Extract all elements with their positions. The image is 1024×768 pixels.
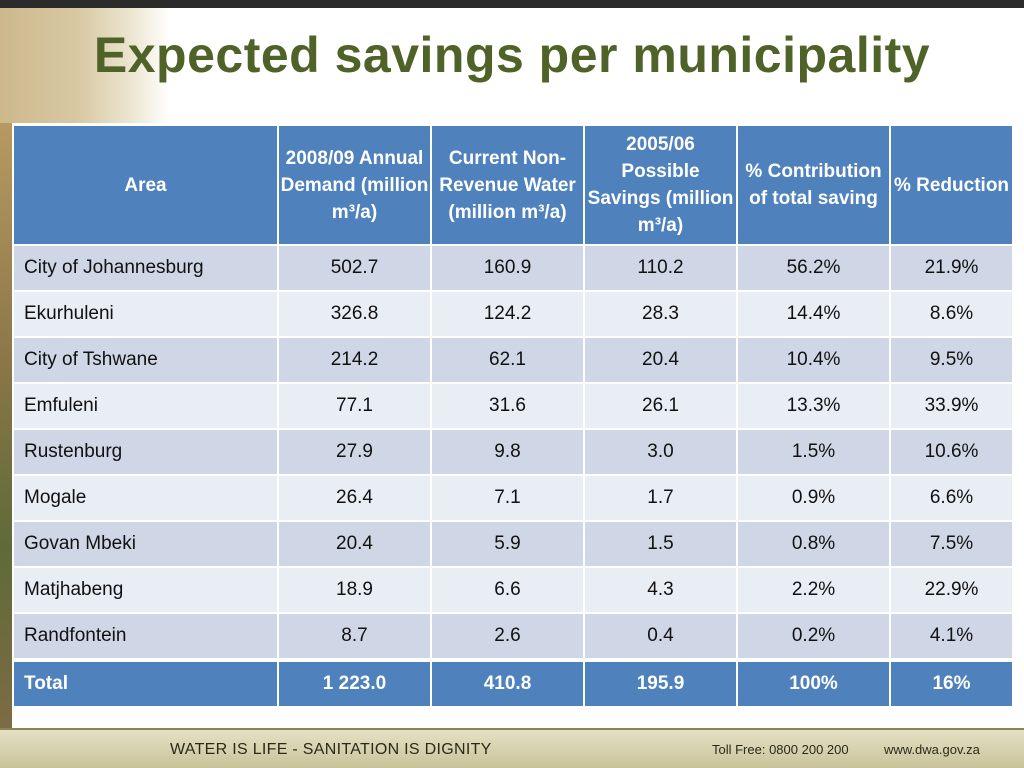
table-row: City of Johannesburg 502.7 160.9 110.2 5… <box>12 244 1014 292</box>
table-row: Matjhabeng 18.9 6.6 4.3 2.2% 22.9% <box>12 566 1014 614</box>
cell-area: City of Tshwane <box>12 336 279 384</box>
footer-toll-free: Toll Free: 0800 200 200 <box>712 742 849 757</box>
savings-table: Area 2008/09 Annual Demand (million m³/a… <box>12 124 1014 708</box>
cell-area: Matjhabeng <box>12 566 279 614</box>
total-reduction: 16% <box>889 658 1014 708</box>
cell-contribution: 1.5% <box>736 428 891 476</box>
cell-reduction: 33.9% <box>889 382 1014 430</box>
footer-website: www.dwa.gov.za <box>884 742 980 757</box>
cell-demand: 20.4 <box>277 520 432 568</box>
cell-nrw: 5.9 <box>430 520 585 568</box>
cell-savings: 110.2 <box>583 244 738 292</box>
cell-contribution: 10.4% <box>736 336 891 384</box>
cell-nrw: 62.1 <box>430 336 585 384</box>
header-non-revenue-water: Current Non-Revenue Water (million m³/a) <box>430 124 585 246</box>
header-photo <box>0 8 170 123</box>
cell-savings: 26.1 <box>583 382 738 430</box>
cell-reduction: 9.5% <box>889 336 1014 384</box>
total-area: Total <box>12 658 279 708</box>
cell-nrw: 160.9 <box>430 244 585 292</box>
cell-reduction: 6.6% <box>889 474 1014 522</box>
cell-demand: 26.4 <box>277 474 432 522</box>
total-contribution: 100% <box>736 658 891 708</box>
cell-reduction: 4.1% <box>889 612 1014 661</box>
total-savings: 195.9 <box>583 658 738 708</box>
header-area: Area <box>12 124 279 246</box>
cell-nrw: 6.6 <box>430 566 585 614</box>
cell-contribution: 13.3% <box>736 382 891 430</box>
table-row: City of Tshwane 214.2 62.1 20.4 10.4% 9.… <box>12 336 1014 384</box>
top-bar <box>0 0 1024 8</box>
table-row: Rustenburg 27.9 9.8 3.0 1.5% 10.6% <box>12 428 1014 476</box>
cell-area: City of Johannesburg <box>12 244 279 292</box>
header-possible-savings: 2005/06 Possible Savings (million m³/a) <box>583 124 738 246</box>
table-row: Randfontein 8.7 2.6 0.4 0.2% 4.1% <box>12 612 1014 661</box>
cell-reduction: 10.6% <box>889 428 1014 476</box>
cell-reduction: 22.9% <box>889 566 1014 614</box>
total-nrw: 410.8 <box>430 658 585 708</box>
cell-reduction: 8.6% <box>889 290 1014 338</box>
cell-area: Emfuleni <box>12 382 279 430</box>
cell-nrw: 9.8 <box>430 428 585 476</box>
cell-reduction: 21.9% <box>889 244 1014 292</box>
table-row: Ekurhuleni 326.8 124.2 28.3 14.4% 8.6% <box>12 290 1014 338</box>
table-row: Mogale 26.4 7.1 1.7 0.9% 6.6% <box>12 474 1014 522</box>
cell-demand: 27.9 <box>277 428 432 476</box>
cell-savings: 28.3 <box>583 290 738 338</box>
cell-demand: 77.1 <box>277 382 432 430</box>
footer-banner <box>0 728 1024 768</box>
cell-savings: 4.3 <box>583 566 738 614</box>
cell-demand: 18.9 <box>277 566 432 614</box>
cell-area: Mogale <box>12 474 279 522</box>
cell-nrw: 31.6 <box>430 382 585 430</box>
cell-contribution: 0.9% <box>736 474 891 522</box>
cell-demand: 8.7 <box>277 612 432 661</box>
cell-area: Rustenburg <box>12 428 279 476</box>
total-demand: 1 223.0 <box>277 658 432 708</box>
footer-divider <box>0 728 1024 730</box>
header-contribution: % Contribution of total saving <box>736 124 891 246</box>
header-reduction: % Reduction <box>889 124 1014 246</box>
cell-reduction: 7.5% <box>889 520 1014 568</box>
cell-contribution: 14.4% <box>736 290 891 338</box>
table-header-row: Area 2008/09 Annual Demand (million m³/a… <box>12 124 1014 246</box>
cell-demand: 502.7 <box>277 244 432 292</box>
cell-savings: 3.0 <box>583 428 738 476</box>
cell-area: Ekurhuleni <box>12 290 279 338</box>
cell-savings: 0.4 <box>583 612 738 661</box>
footer-tagline: WATER IS LIFE - SANITATION IS DIGNITY <box>170 741 492 758</box>
table-row: Emfuleni 77.1 31.6 26.1 13.3% 33.9% <box>12 382 1014 430</box>
table-row: Govan Mbeki 20.4 5.9 1.5 0.8% 7.5% <box>12 520 1014 568</box>
cell-demand: 326.8 <box>277 290 432 338</box>
cell-contribution: 56.2% <box>736 244 891 292</box>
cell-nrw: 124.2 <box>430 290 585 338</box>
table-total-row: Total 1 223.0 410.8 195.9 100% 16% <box>12 658 1014 708</box>
header-annual-demand: 2008/09 Annual Demand (million m³/a) <box>277 124 432 246</box>
page-title: Expected savings per municipality <box>93 27 931 83</box>
cell-contribution: 0.2% <box>736 612 891 661</box>
cell-savings: 20.4 <box>583 336 738 384</box>
cell-contribution: 2.2% <box>736 566 891 614</box>
cell-nrw: 7.1 <box>430 474 585 522</box>
cell-contribution: 0.8% <box>736 520 891 568</box>
cell-nrw: 2.6 <box>430 612 585 661</box>
cell-demand: 214.2 <box>277 336 432 384</box>
side-photo-strip <box>0 123 12 728</box>
cell-area: Randfontein <box>12 612 279 661</box>
cell-savings: 1.7 <box>583 474 738 522</box>
table-body: City of Johannesburg 502.7 160.9 110.2 5… <box>12 244 1014 661</box>
cell-area: Govan Mbeki <box>12 520 279 568</box>
cell-savings: 1.5 <box>583 520 738 568</box>
